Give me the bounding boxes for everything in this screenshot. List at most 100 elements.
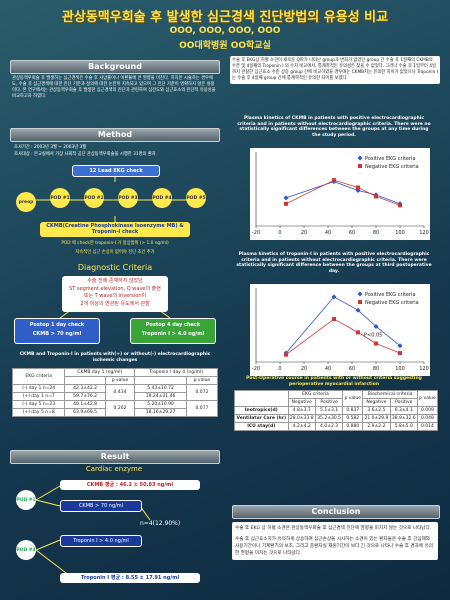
td: 35.2±30.5: [314, 414, 344, 423]
th: Negative: [362, 398, 391, 407]
chart-title: Plasma kinetics of troponin-I in patient…: [236, 252, 432, 274]
td: 21.0±29.9: [362, 414, 391, 423]
x-tick-label: 40: [325, 230, 331, 236]
td: 5.8±5.0: [389, 422, 418, 431]
criteria-line: ST segment elevation, Q wave의 출현: [69, 285, 161, 292]
marker: [356, 330, 360, 335]
marker: [283, 195, 289, 201]
th: [234, 390, 289, 407]
x-tick-label: 20: [301, 230, 307, 236]
trop-cut: Troponin I > 4.0 ng/ml: [60, 535, 142, 547]
td: 0.077: [185, 400, 219, 417]
x-tick-label: -20: [252, 230, 260, 236]
criteria-heading: Diagnostic Criteria: [20, 263, 210, 272]
th: p value: [342, 390, 364, 407]
x-tick-label: 80: [373, 230, 379, 236]
th: p value: [104, 376, 136, 385]
table-title: Post-Operative course in patients with o…: [246, 376, 422, 387]
marker: [284, 352, 288, 357]
th: EKG criteria: [11, 368, 66, 385]
section-heading: Background: [10, 60, 220, 74]
td: 4.8±3.7: [287, 406, 316, 415]
td: 28.0±33.8: [287, 414, 316, 423]
count: n=4(12.90%): [140, 520, 181, 527]
annotation: P<0.05: [364, 332, 382, 338]
step-circle: POD #2: [84, 188, 104, 208]
chart-title: Plasma kinetics of CKMB in patients with…: [237, 116, 431, 138]
subheading: Cardiac enzyme: [85, 465, 143, 473]
td: 40.1±42.8: [64, 400, 106, 409]
th: Biochemical criteria: [362, 390, 418, 399]
marker: [332, 178, 336, 183]
table-row: ICU stay(d) 4.2±4.2 4.0±2.3 0.880 2.9±2.2 5.8…: [234, 422, 439, 431]
ekg-check: 12 Lead EKG check: [72, 165, 160, 177]
th: CKMB day 1 (ng/ml): [64, 368, 136, 377]
box-line: Postop 4 day check: [145, 322, 201, 328]
section-heading: Method: [10, 128, 220, 142]
table-row: Inotropics(d) 4.8±3.7 5.1±3.1 0.837 3.6±2.5 6…: [234, 406, 439, 415]
chart: -20 0 20 40 60 80 100 120 Positive EKG criteria N…: [250, 148, 430, 240]
td: 19.24±31.46: [134, 392, 187, 401]
affiliation: OO대학병원 OO학교실: [179, 41, 271, 51]
td: 0.582: [342, 414, 364, 423]
legend-label: Negative EKG criteria: [365, 300, 419, 306]
td: 3.6±2.5: [362, 406, 391, 415]
marker: [398, 351, 402, 356]
paragraph: 수술 후 심근효소치가 유의하게 상승하여 심근손상을 시사하는 소견이 있는 …: [235, 537, 433, 556]
td: 63.9±69.5: [64, 408, 106, 417]
td: (-) day 5 n=23: [11, 400, 66, 409]
td: 5.43±10.72: [134, 384, 187, 393]
legend-marker: [358, 164, 362, 168]
td: 42.3±42.2: [64, 384, 106, 393]
marker: [284, 201, 288, 206]
td: (-) day 1 n=24: [11, 384, 66, 393]
td: 6.3±4.1: [389, 406, 418, 415]
td: 59.7±76.2: [64, 392, 106, 401]
th: p value: [416, 390, 439, 407]
legend-label: Positive EKG criteria: [365, 156, 416, 162]
marker: [374, 194, 378, 199]
td: 0.014: [416, 422, 439, 431]
ckmb-mean: CKMB 평균 : 46.2 ± 50.83 ng/ml: [60, 480, 200, 490]
td: (+) day 5 n=8: [11, 408, 66, 417]
x-tick-label: 20: [301, 366, 307, 372]
td: 18.16±29.27: [134, 408, 187, 417]
box-line: CKMB > 70 ng/ml: [32, 331, 82, 337]
x-tick-label: -20: [252, 366, 260, 372]
table1: EKG criteria CKMB day 1 (ng/ml) Troponin I…: [11, 368, 219, 417]
td: 0.880: [342, 422, 364, 431]
th: [64, 376, 106, 385]
criteria-line: 2개 이상의 연관된 유도에서 관찰: [80, 300, 150, 307]
td: 0.434: [104, 384, 136, 401]
plot-bg: [250, 148, 430, 240]
x-tick-label: 0: [278, 366, 281, 372]
paragraph: 수술 후 EKG 상 허혈 소견은 관상동맥우회술 후 심근경색 진단에 영향을…: [235, 526, 432, 531]
legend-marker: [358, 300, 362, 304]
marker: [355, 187, 361, 193]
td: 2.9±2.2: [362, 422, 391, 431]
th: Positive: [314, 398, 344, 407]
td: 5.1±3.1: [314, 406, 344, 415]
td: 0.009: [416, 406, 439, 415]
x-tick-label: 0: [278, 230, 281, 236]
td: (+) day 1 n=7: [11, 392, 66, 401]
bullet: 조사대상 : 본교실에서 가장 사회적 공단 관상동맥우회술을 시행한 31명의…: [14, 152, 156, 157]
box-line: Troponin I > 4.0 ng/ml: [141, 331, 205, 337]
table-row: Ventilator Care (hr) 28.0±33.8 35.2±30.5 0.…: [234, 414, 439, 423]
td: 4.0±2.3: [314, 422, 344, 431]
td: Inotropics(d): [234, 406, 289, 415]
marker: [355, 307, 361, 313]
background-text: 관상동맥우회술 후 발생하는 심근경색은 수술 후 사망률이나 이환율에 큰 영…: [12, 76, 216, 99]
td: 0.072: [185, 384, 219, 401]
th: Negative: [287, 398, 316, 407]
x-tick-label: 40: [325, 366, 331, 372]
x-tick-label: 80: [373, 366, 379, 372]
marker: [331, 294, 337, 300]
plot-bg: [250, 284, 430, 376]
th: p value: [185, 376, 219, 385]
note: 지속적인 심근 손상이 없어야 진단 조건 추가: [75, 250, 155, 255]
td: 0.837: [342, 406, 364, 415]
td: 0.262: [104, 400, 136, 417]
criteria-box: 수술 전에 존재하지 않았던 ST segment elevation, Q wa…: [62, 276, 168, 312]
